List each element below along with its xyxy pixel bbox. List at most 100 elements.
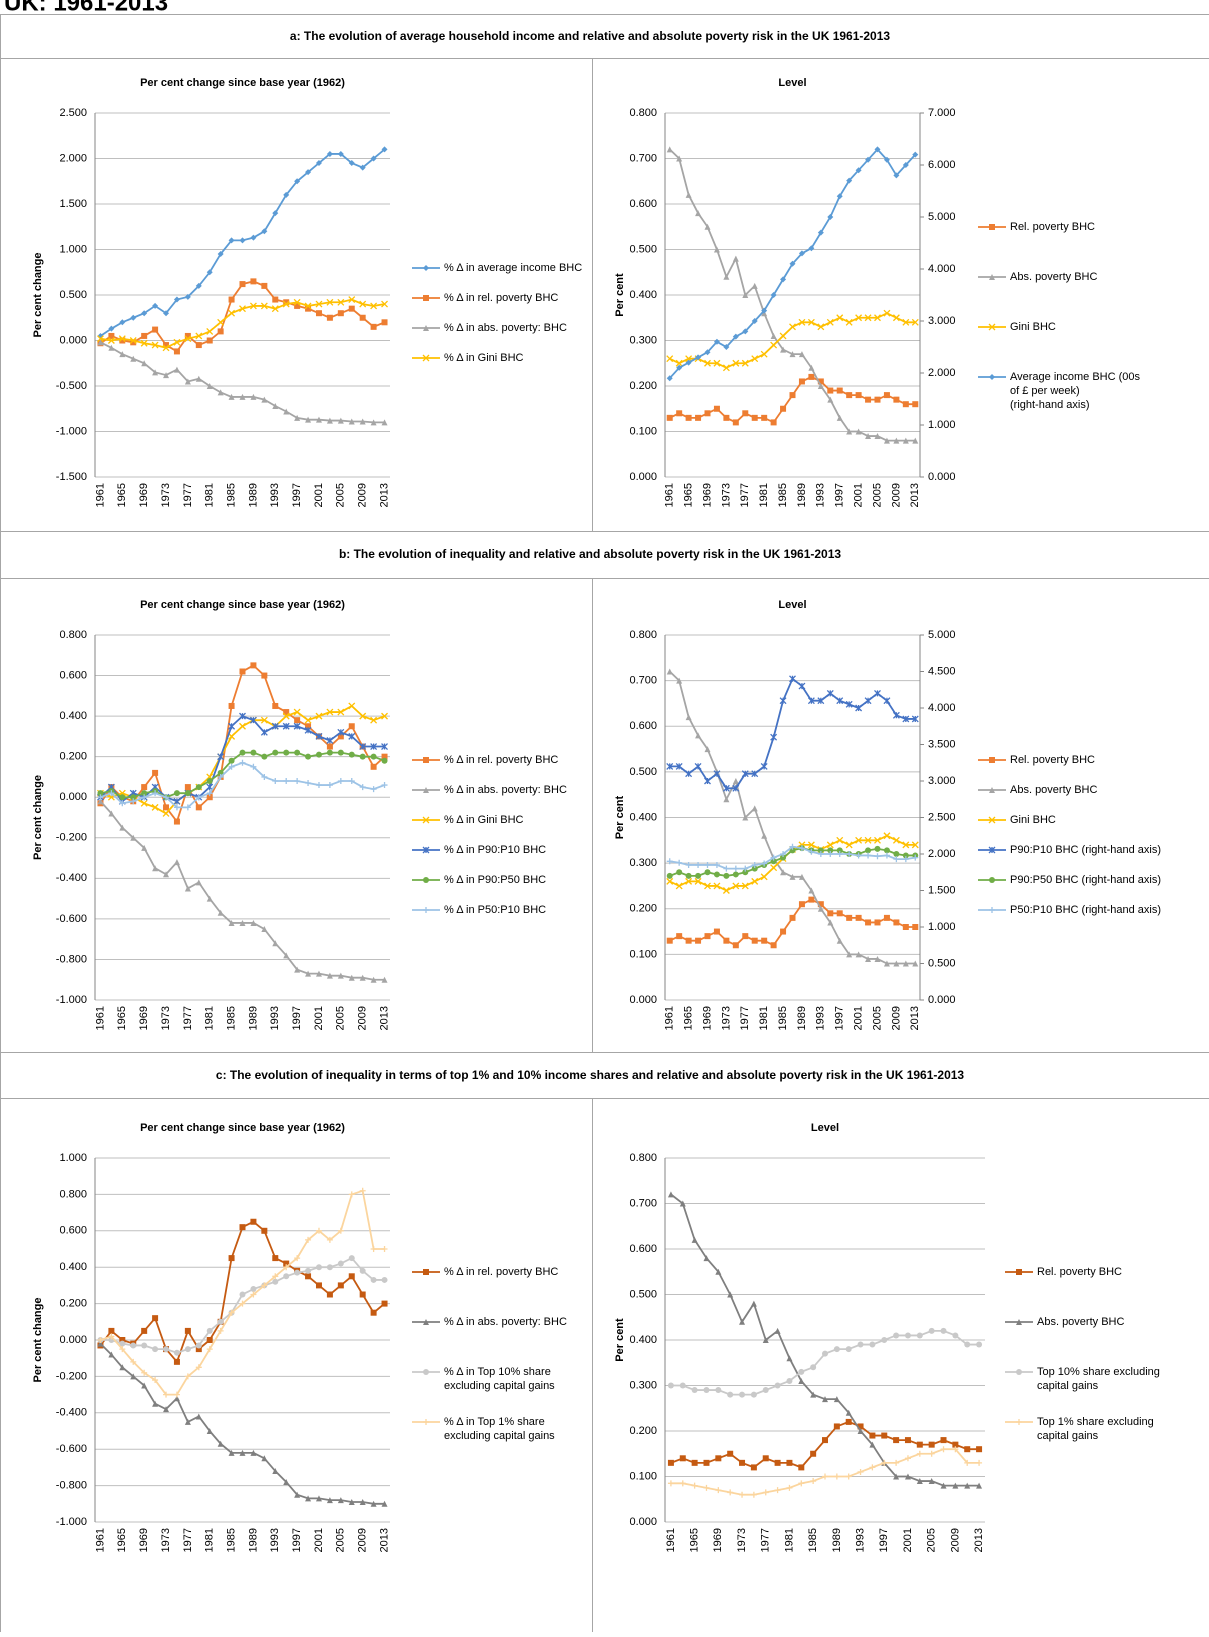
legend-marker xyxy=(989,877,995,883)
data-point xyxy=(846,392,852,398)
data-point xyxy=(912,401,918,407)
data-point xyxy=(196,1342,202,1348)
data-point xyxy=(174,367,180,373)
x-tick-label: 1985 xyxy=(777,1006,789,1030)
data-point xyxy=(976,1446,982,1452)
data-point xyxy=(775,1383,781,1389)
y-tick-label: -0.400 xyxy=(56,1407,87,1419)
data-point xyxy=(382,1301,388,1307)
y2-tick-label: 6.000 xyxy=(928,159,956,171)
data-point xyxy=(272,750,278,756)
legend-label: % Δ in abs. poverty: BHC xyxy=(444,784,567,796)
y2-tick-label: 4.000 xyxy=(928,702,956,714)
data-point xyxy=(893,856,899,862)
data-point xyxy=(869,1342,875,1348)
legend-label: % Δ in rel. poverty BHC xyxy=(444,292,558,304)
x-tick-label: 2009 xyxy=(357,1006,369,1030)
legend-marker xyxy=(423,1419,429,1425)
data-point xyxy=(875,919,881,925)
y-tick-label: 0.700 xyxy=(629,675,657,687)
data-point xyxy=(780,333,786,339)
legend-label: % Δ in rel. poverty BHC xyxy=(444,754,558,766)
data-point xyxy=(676,869,682,875)
y-tick-label: 1.000 xyxy=(59,243,87,255)
data-point xyxy=(686,873,692,879)
data-point xyxy=(371,786,377,792)
data-point xyxy=(964,1446,970,1452)
legend-label: % Δ in P90:P10 BHC xyxy=(444,844,546,856)
x-tick-label: 1977 xyxy=(739,483,751,507)
data-point xyxy=(130,1342,136,1348)
data-point xyxy=(695,873,701,879)
page-header: UK: 1961-2013 xyxy=(4,0,168,16)
data-point xyxy=(327,750,333,756)
y-axis-title: Per cent xyxy=(614,273,626,317)
data-point xyxy=(338,1261,344,1267)
data-point xyxy=(837,388,843,394)
x-tick-label: 2013 xyxy=(973,1528,985,1552)
data-point xyxy=(733,871,739,877)
data-point xyxy=(827,690,833,696)
data-point xyxy=(218,319,224,325)
legend-label: Abs. poverty BHC xyxy=(1010,271,1097,283)
data-point xyxy=(141,784,147,790)
data-point xyxy=(761,763,767,769)
data-point xyxy=(240,281,246,287)
data-point xyxy=(294,778,300,784)
series xyxy=(667,146,919,381)
y2-tick-label: 0.000 xyxy=(928,994,956,1006)
data-point xyxy=(349,1273,355,1279)
y-tick-label: 1.000 xyxy=(59,1152,87,1164)
data-point xyxy=(912,924,918,930)
series xyxy=(667,676,919,792)
series xyxy=(667,897,919,949)
y2-tick-label: 2.000 xyxy=(928,848,956,860)
data-point xyxy=(174,1359,180,1365)
data-point xyxy=(667,669,673,675)
y-tick-label: -0.800 xyxy=(56,1480,87,1492)
x-tick-label: 1961 xyxy=(665,1528,677,1552)
data-point xyxy=(884,833,890,839)
data-point xyxy=(261,673,267,679)
legend-label: P90:P50 BHC (right-hand axis) xyxy=(1010,874,1161,886)
y-tick-label: -0.600 xyxy=(56,1443,87,1455)
y2-tick-label: 1.000 xyxy=(928,419,956,431)
legend-label: % Δ in average income BHC xyxy=(444,262,582,274)
y-tick-label: 0.800 xyxy=(59,1188,87,1200)
data-point xyxy=(775,1328,781,1334)
data-point xyxy=(884,310,890,316)
x-tick-label: 1981 xyxy=(758,483,770,507)
data-point xyxy=(349,703,355,709)
data-point xyxy=(272,1255,278,1261)
data-point xyxy=(837,910,843,916)
legend-label: Rel. poverty BHC xyxy=(1010,221,1095,233)
data-point xyxy=(893,837,899,843)
data-point xyxy=(261,754,267,760)
data-point xyxy=(929,1442,935,1448)
data-point xyxy=(780,929,786,935)
data-point xyxy=(798,1480,804,1486)
x-tick-label: 1961 xyxy=(94,1528,106,1552)
data-point xyxy=(834,1346,840,1352)
data-point xyxy=(305,754,311,760)
data-point xyxy=(316,310,322,316)
data-point xyxy=(676,883,682,889)
data-point xyxy=(723,938,729,944)
series xyxy=(668,1446,982,1498)
y-tick-label: 0.200 xyxy=(59,751,87,763)
data-point xyxy=(261,283,267,289)
data-point xyxy=(733,256,739,262)
y2-tick-label: 2.500 xyxy=(928,811,956,823)
data-point xyxy=(250,662,256,668)
x-tick-label: 2013 xyxy=(909,483,921,507)
x-tick-label: 2005 xyxy=(335,1528,347,1552)
data-point xyxy=(272,1279,278,1285)
y-axis-title: Per cent xyxy=(614,1318,626,1362)
y-tick-label: -0.200 xyxy=(56,1370,87,1382)
y-tick-label: -0.600 xyxy=(56,913,87,925)
y2-tick-label: 5.000 xyxy=(928,211,956,223)
data-point xyxy=(229,703,235,709)
data-point xyxy=(250,1219,256,1225)
y-tick-label: 0.700 xyxy=(629,152,657,164)
x-tick-label: 2013 xyxy=(378,483,390,507)
